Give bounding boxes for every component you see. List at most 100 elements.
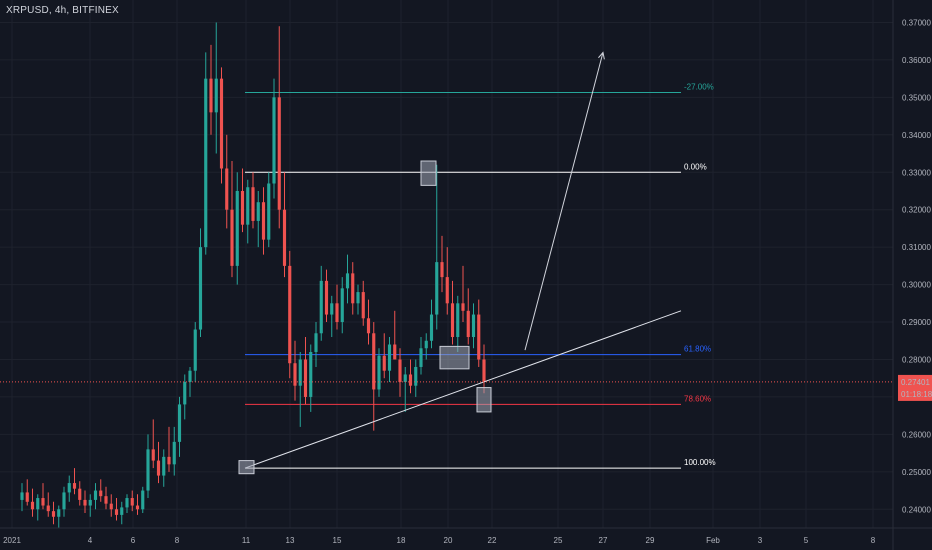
- candle-body: [41, 498, 45, 506]
- drawings: [0, 51, 893, 475]
- x-tick-label: 8: [871, 536, 876, 545]
- candle-body: [293, 363, 297, 386]
- x-tick-label: 18: [397, 536, 406, 545]
- candle-body: [456, 303, 460, 338]
- candle-body: [393, 344, 397, 360]
- candle-body: [36, 498, 40, 510]
- candle-body: [225, 168, 229, 210]
- candle-body: [461, 303, 465, 311]
- y-tick-label: 0.33000: [902, 168, 931, 177]
- candle-body: [99, 490, 103, 497]
- x-tick-label: 22: [488, 536, 497, 545]
- candle-body: [282, 209, 287, 266]
- candle-body: [403, 374, 407, 382]
- candle-body: [477, 314, 481, 360]
- candle-body: [340, 288, 344, 323]
- x-tick-label: 13: [286, 536, 295, 545]
- x-tick-label: 27: [599, 536, 608, 545]
- fib-level-label: 78.60%: [684, 394, 711, 403]
- fib-level-label: 0.00%: [684, 162, 707, 171]
- x-tick-label: 6: [131, 536, 136, 545]
- candle-body: [177, 404, 182, 442]
- price-badge-value: 0.27401: [901, 378, 930, 387]
- y-tick-label: 0.24000: [902, 505, 931, 514]
- candle-body: [104, 496, 108, 504]
- candle-body: [114, 509, 119, 515]
- fib-level-label: -27.00%: [684, 82, 714, 91]
- grid-lines: [0, 0, 893, 528]
- candle-body: [214, 78, 218, 113]
- candle-body: [440, 262, 444, 278]
- candle-body: [251, 187, 255, 221]
- candle-body: [120, 507, 124, 515]
- symbol-title: XRPUSD, 4h, BITFINEX: [6, 5, 119, 16]
- candle-body: [20, 492, 24, 500]
- candle-body: [62, 492, 66, 510]
- candle-body: [398, 359, 402, 382]
- candle-body: [235, 190, 239, 266]
- candle-body: [330, 303, 334, 315]
- highlight-box: [420, 160, 437, 186]
- candle-body: [193, 329, 197, 371]
- x-tick-label: 25: [554, 536, 563, 545]
- candle-body: [146, 449, 150, 491]
- candle-body: [256, 202, 260, 221]
- candle-body: [230, 209, 234, 266]
- candle-body: [188, 370, 192, 382]
- candle-body: [57, 509, 61, 517]
- fib-level-label: 61.80%: [684, 345, 711, 354]
- y-tick-label: 0.25000: [902, 468, 931, 477]
- candle-body: [72, 483, 77, 489]
- candle-body: [356, 292, 360, 304]
- x-tick-label: Feb: [706, 536, 720, 545]
- price-badge-countdown: 01:18:18: [901, 390, 932, 399]
- candle-body: [204, 78, 208, 248]
- candles: [20, 22, 486, 528]
- candle-body: [162, 456, 166, 476]
- candle-body: [408, 374, 413, 386]
- candle-body: [482, 359, 486, 382]
- candle-body: [130, 498, 134, 506]
- x-tick-label: 20: [444, 536, 453, 545]
- candle-body: [46, 505, 50, 512]
- candle-body: [198, 247, 203, 330]
- candle-body: [377, 355, 381, 390]
- candle-body: [93, 490, 98, 500]
- candle-body: [361, 292, 365, 319]
- candle-body: [272, 97, 276, 184]
- y-tick-label: 0.32000: [902, 206, 931, 215]
- candle-body: [309, 352, 313, 397]
- y-tick-label: 0.37000: [902, 18, 931, 27]
- candle-body: [261, 202, 266, 240]
- candle-body: [219, 78, 224, 169]
- candle-body: [167, 456, 171, 465]
- y-tick-label: 0.28000: [902, 355, 931, 364]
- candle-body: [303, 359, 308, 397]
- y-tick-label: 0.36000: [902, 56, 931, 65]
- candle-body: [267, 183, 271, 240]
- candle-body: [209, 78, 213, 113]
- candle-body: [435, 262, 439, 315]
- candle-body: [277, 97, 281, 210]
- candle-body: [246, 187, 250, 225]
- candle-body: [78, 488, 82, 500]
- candle-body: [345, 273, 350, 289]
- projection-arrow: [524, 52, 604, 351]
- candle-body: [298, 359, 302, 386]
- candle-body: [450, 303, 455, 338]
- candle-body: [67, 483, 71, 493]
- y-tick-label: 0.35000: [902, 93, 931, 102]
- candle-body: [51, 511, 56, 517]
- candle-body: [172, 441, 176, 465]
- price-badge: [898, 374, 932, 401]
- highlight-box: [476, 387, 492, 413]
- candle-body: [314, 333, 318, 352]
- candle-body: [445, 277, 449, 304]
- candle-body: [387, 344, 392, 371]
- candle-body: [419, 348, 423, 367]
- candle-body: [466, 310, 470, 338]
- candle-body: [288, 265, 292, 364]
